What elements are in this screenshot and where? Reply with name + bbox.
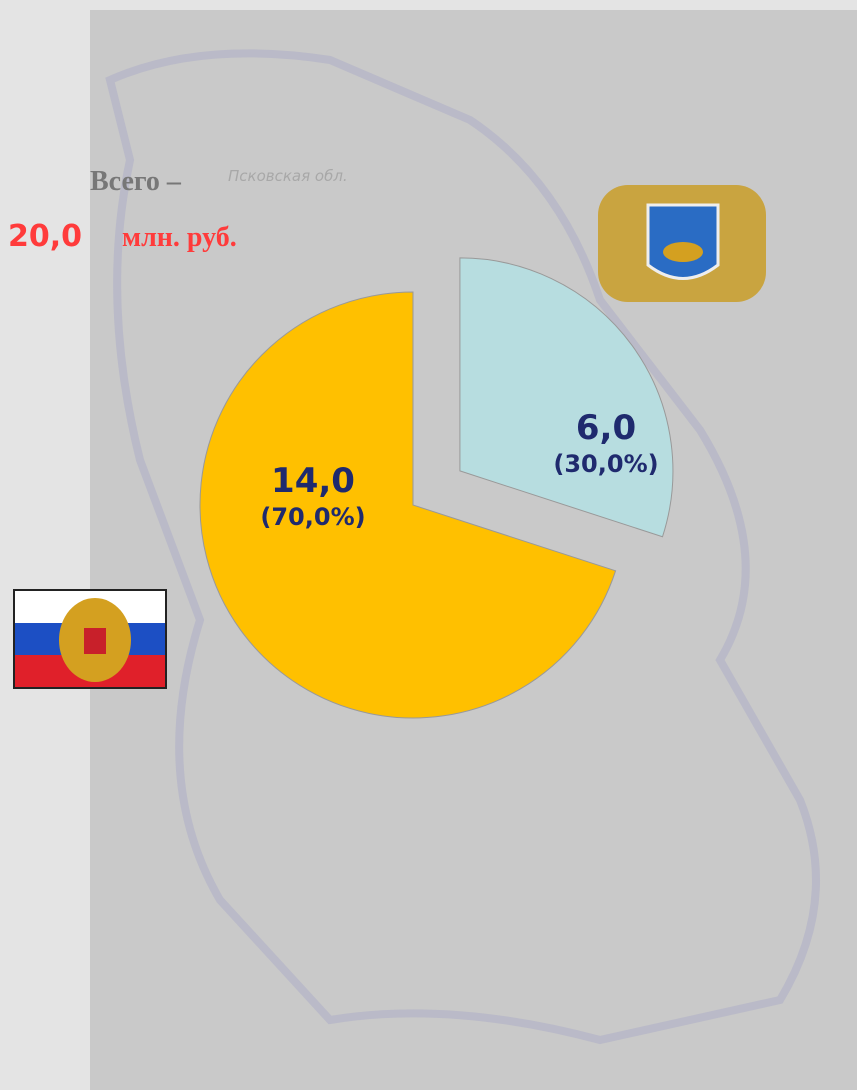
- percentage-label: (30,0%): [553, 450, 658, 478]
- pie-slice: [459, 257, 674, 538]
- map-label: Псковская обл.: [228, 167, 348, 185]
- total-label: Всего –: [90, 166, 182, 197]
- value-label: 6,0: [576, 408, 636, 448]
- value-label: 14,0: [271, 461, 355, 501]
- total-unit: млн. руб.: [122, 222, 237, 253]
- pie-slice: [199, 291, 617, 719]
- pskov-emblem: [598, 185, 766, 302]
- pie: 14,0(70,0%) 6,0(30,0%): [199, 257, 674, 719]
- percentage-label: (70,0%): [260, 503, 365, 531]
- total-value: 20,0: [8, 219, 82, 254]
- map-outline: [105, 49, 820, 1045]
- russia-flag: [13, 589, 167, 689]
